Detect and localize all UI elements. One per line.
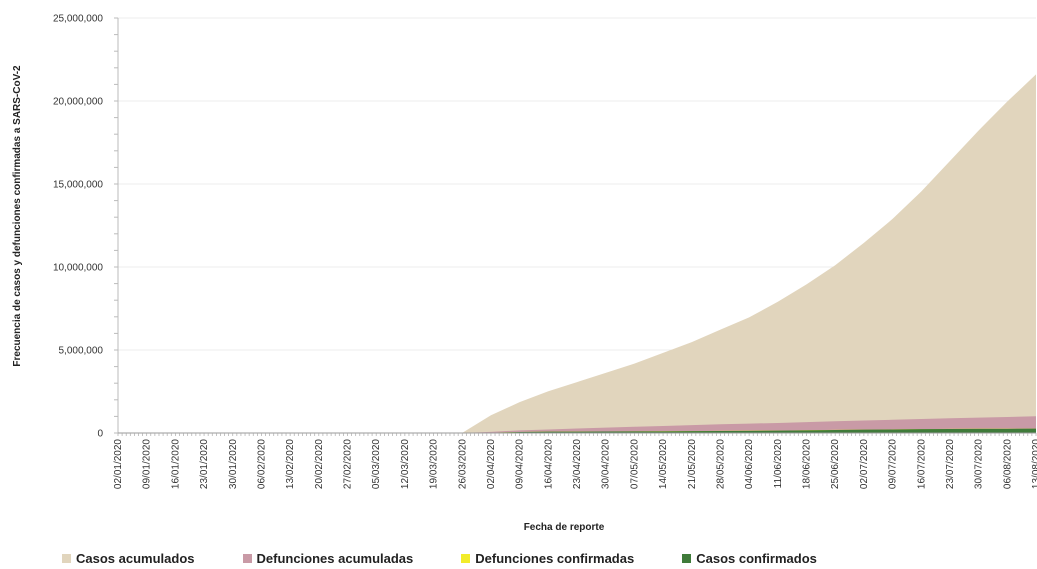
axes: 0 5,000,000 10,000,000 15,000,000 20,000,000… [53, 14, 1037, 490]
legend-swatch [242, 553, 252, 563]
series-area-1 [118, 74, 1036, 433]
x-tick-label: 16/04/2020 [543, 439, 554, 489]
y-tick-label: 15,000,000 [53, 180, 103, 191]
x-tick-label: 21/05/2020 [687, 439, 698, 489]
y-tick-label: 25,000,000 [53, 14, 103, 25]
x-tick-label: 30/04/2020 [601, 439, 612, 489]
y-tick-label: 0 [97, 429, 103, 440]
x-tick-label: 12/03/2020 [400, 439, 411, 489]
x-tick-label: 26/03/2020 [457, 439, 468, 489]
x-tick-label: 16/01/2020 [170, 439, 181, 489]
x-tick-label: 09/01/2020 [142, 439, 153, 489]
x-tick-label: 28/05/2020 [715, 439, 726, 489]
x-tick-label: 06/08/2020 [1002, 439, 1013, 489]
x-tick-label: 13/08/2020 [1031, 439, 1037, 489]
x-tick-label: 04/06/2020 [744, 439, 755, 489]
series-area-4 [118, 428, 1036, 433]
legend-swatch [461, 553, 471, 563]
x-tick-label: 14/05/2020 [658, 439, 669, 489]
legend-label: Defunciones confirmadas [475, 550, 635, 566]
legend-label: Casos acumulados [76, 550, 195, 566]
series-area-2 [118, 416, 1036, 433]
x-tick-label: 11/06/2020 [773, 439, 784, 489]
x-tick-label: 19/03/2020 [429, 439, 440, 489]
x-axis-title: Fecha de reporte [524, 522, 605, 533]
legend-item: Defunciones acumuladas [242, 550, 414, 566]
legend-item: Casos acumulados [62, 551, 195, 566]
x-tick-label: 30/01/2020 [228, 439, 239, 489]
legend-swatch [682, 553, 692, 563]
x-tick-label: 30/07/2020 [974, 439, 985, 489]
x-tick-label: 18/06/2020 [802, 439, 813, 489]
x-tick-label: 20/02/2020 [314, 439, 325, 489]
x-tick-label: 16/07/2020 [916, 439, 927, 489]
y-tick-label: 10,000,000 [53, 263, 103, 274]
legend-swatch [62, 553, 71, 563]
legend-item: Casos confirmados [682, 551, 817, 566]
x-tick-label: 02/01/2020 [113, 439, 124, 489]
series-areas [118, 74, 1036, 433]
x-tick-label: 02/07/2020 [859, 439, 870, 489]
legend-label: Defunciones acumuladas [256, 550, 414, 566]
x-tick-label: 02/04/2020 [486, 439, 497, 489]
y-tick-label: 20,000,000 [53, 97, 103, 108]
legend-item: Defunciones confirmadas [461, 551, 634, 566]
x-tick-label: 09/07/2020 [888, 439, 899, 489]
x-tick-label: 07/05/2020 [629, 439, 640, 489]
x-tick-label: 27/02/2020 [343, 439, 354, 489]
x-tick-label: 25/06/2020 [830, 439, 841, 489]
x-tick-label: 23/07/2020 [945, 439, 956, 489]
x-tick-label: 06/02/2020 [256, 439, 267, 489]
y-tick-label: 5,000,000 [59, 346, 104, 357]
x-tick-label: 05/03/2020 [371, 439, 382, 489]
x-tick-label: 09/04/2020 [515, 439, 526, 489]
y-axis-title: Frecuencia de casos y defunciones confir… [12, 65, 23, 367]
legend-label: Casos confirmados [696, 550, 817, 566]
x-tick-label: 23/04/2020 [572, 439, 583, 489]
x-tick-label: 23/01/2020 [199, 439, 210, 489]
legend: Casos acumulados Defunciones acumuladas De… [62, 548, 1022, 568]
x-tick-label: 13/02/2020 [285, 439, 296, 489]
